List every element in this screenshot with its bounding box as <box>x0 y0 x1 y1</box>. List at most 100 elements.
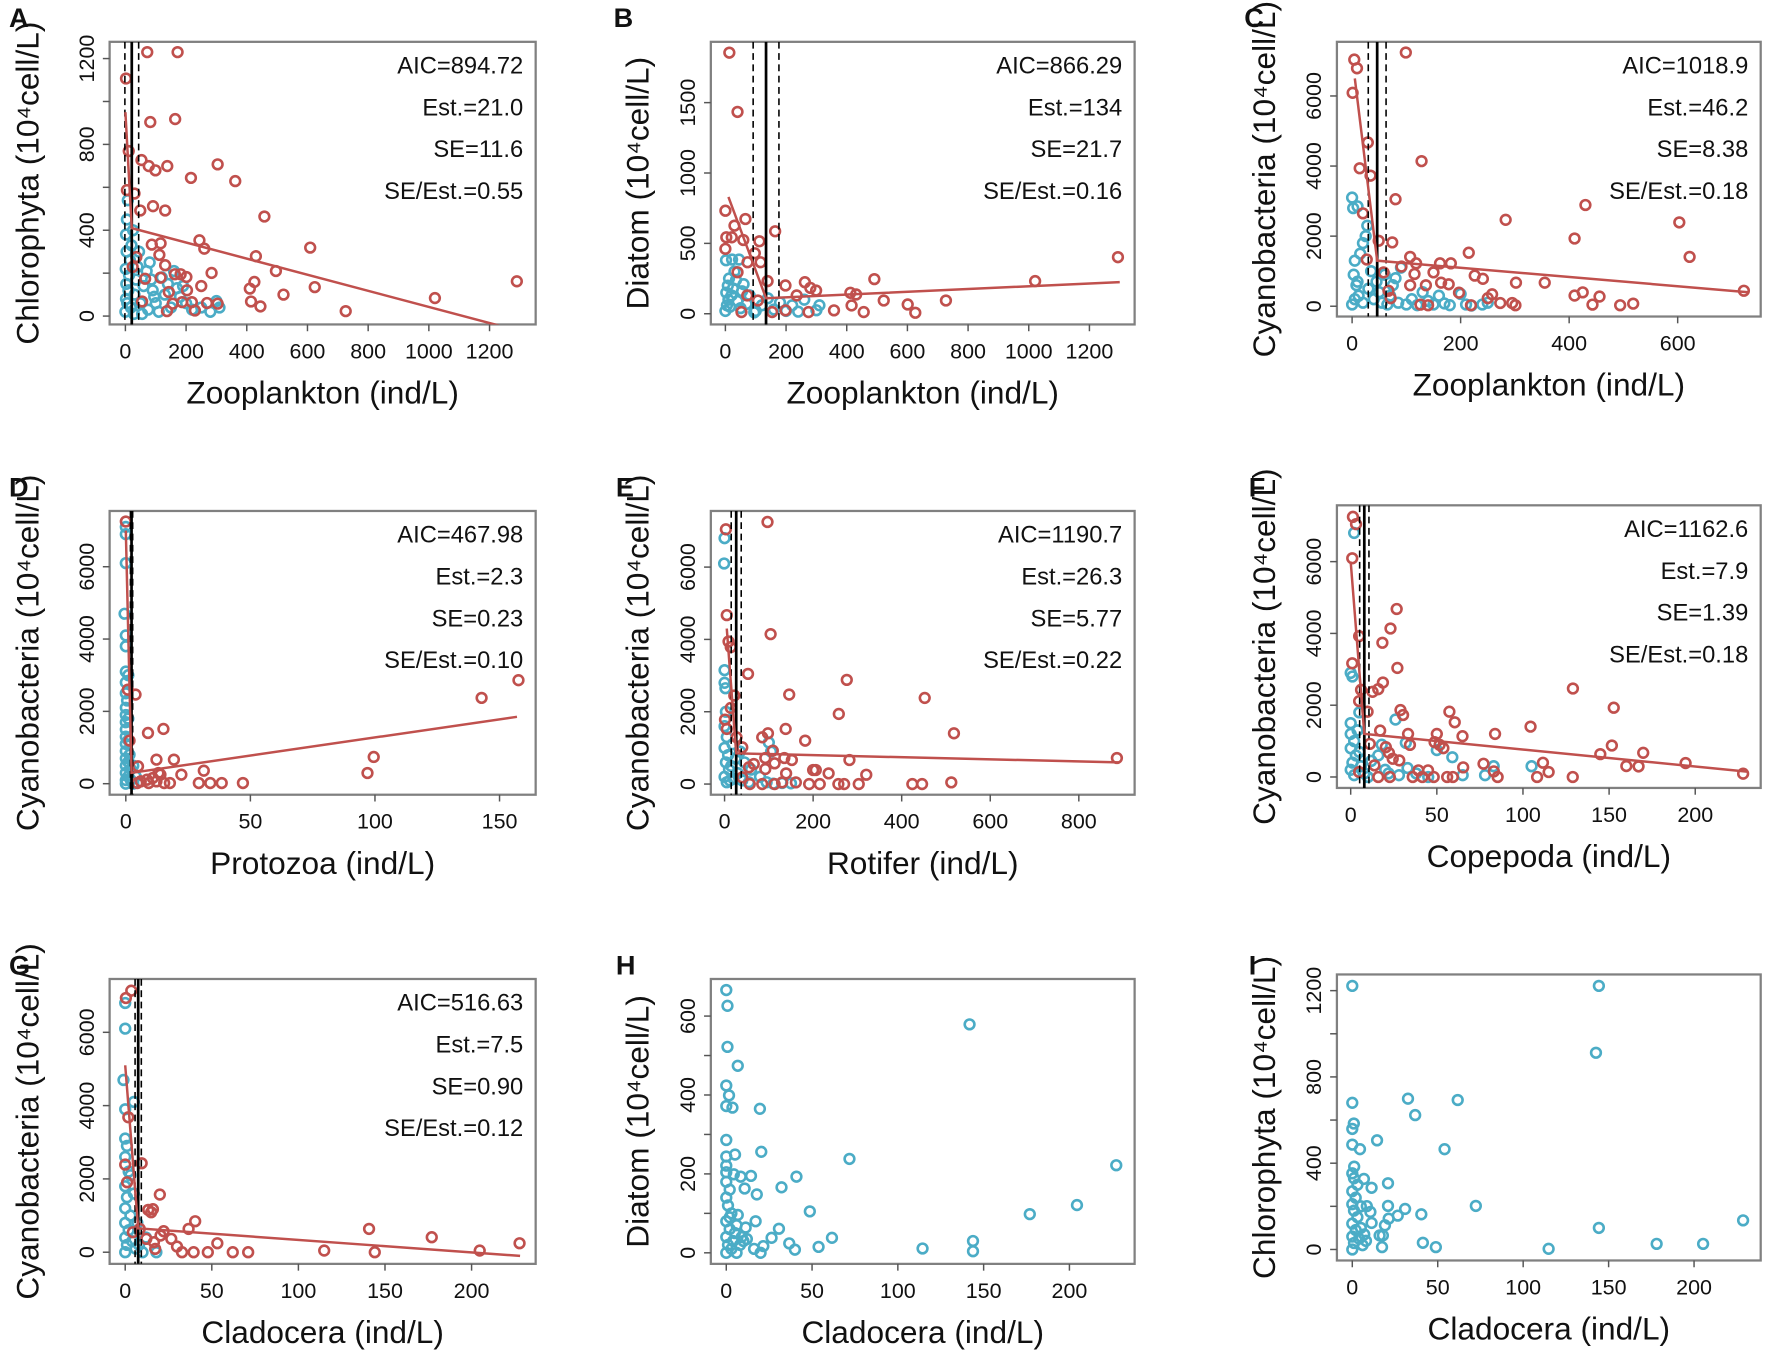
y-tick-label: 0 <box>75 310 99 322</box>
data-point <box>1401 761 1414 775</box>
data-point <box>1111 251 1125 264</box>
data-point <box>119 1022 132 1035</box>
data-point <box>832 707 845 721</box>
data-point <box>735 305 748 319</box>
data-point <box>877 294 890 307</box>
data-point <box>117 1073 130 1087</box>
data-point <box>154 271 167 284</box>
y-tick-label: 2000 <box>676 688 700 736</box>
data-point <box>719 242 732 256</box>
panel-d: D 0 50 100 150 0 2000 4000 6000 Protozoa (ind/L) C… <box>9 471 537 881</box>
x-tick-label: 0 <box>1345 803 1357 827</box>
data-point <box>1443 705 1456 718</box>
data-point <box>1673 216 1686 229</box>
data-point <box>1358 1228 1371 1241</box>
x-tick-label: 400 <box>829 339 865 363</box>
stat-text: Est.=26.3 <box>1021 564 1122 590</box>
stat-text: SE=1.39 <box>1657 601 1749 627</box>
data-point <box>119 72 133 85</box>
y-tick-label: 200 <box>676 1156 700 1192</box>
data-point <box>768 777 781 791</box>
data-point <box>1399 46 1412 59</box>
data-point <box>792 305 805 318</box>
data-point <box>361 766 374 780</box>
data-point <box>753 235 766 248</box>
data-point <box>1594 747 1607 761</box>
data-point <box>1696 1237 1710 1251</box>
data-point <box>146 200 160 213</box>
data-point <box>182 1222 195 1236</box>
data-point <box>1488 727 1502 741</box>
data-point <box>189 1215 202 1228</box>
data-point <box>243 282 256 295</box>
stat-text: SE=0.90 <box>432 1074 524 1100</box>
y-axis-label: Chlorophyta (10⁴cell/L) <box>1246 956 1282 1279</box>
data-point <box>180 270 193 284</box>
y-tick-label: 1500 <box>676 79 700 127</box>
data-point <box>244 295 258 308</box>
data-point <box>1356 207 1370 220</box>
data-point <box>150 753 163 766</box>
data-point <box>1028 274 1042 288</box>
data-point <box>201 1246 214 1259</box>
y-tick-label: 400 <box>1302 1145 1326 1181</box>
data-point <box>753 1102 767 1115</box>
data-point <box>1452 286 1466 299</box>
data-point <box>1398 1202 1412 1216</box>
data-point <box>1393 754 1406 767</box>
x-tick-label: 200 <box>454 1279 490 1303</box>
data-point <box>510 275 524 288</box>
x-tick-label: 100 <box>357 810 393 834</box>
data-point <box>211 158 224 171</box>
x-tick-label: 0 <box>119 1279 131 1303</box>
stat-text: SE=11.6 <box>433 137 523 163</box>
x-tick-label: 50 <box>238 810 262 834</box>
data-point <box>141 303 155 316</box>
x-tick-label: 150 <box>966 1279 1002 1303</box>
data-point <box>1414 298 1427 311</box>
data-point <box>1416 1236 1430 1249</box>
data-point <box>1403 738 1417 751</box>
data-point <box>135 153 148 167</box>
x-tick-label: 200 <box>1677 803 1713 827</box>
data-point <box>1348 293 1361 306</box>
data-point <box>1382 284 1395 297</box>
panel-letter: F <box>1249 471 1266 502</box>
y-tick-label: 4000 <box>75 1082 99 1130</box>
data-point <box>761 515 774 529</box>
data-point <box>175 768 188 781</box>
data-point <box>119 996 132 1010</box>
series-1 <box>119 984 526 1259</box>
fit-line <box>124 112 500 325</box>
data-point <box>215 776 228 790</box>
data-point <box>236 776 250 790</box>
data-point <box>368 1246 381 1259</box>
data-point <box>721 1040 734 1054</box>
data-point <box>802 777 816 791</box>
y-tick-label: 800 <box>75 126 99 162</box>
data-point <box>119 991 133 1005</box>
data-point <box>1491 770 1504 784</box>
y-tick-label: 0 <box>75 1246 99 1258</box>
x-tick-label: 100 <box>1505 1275 1541 1299</box>
x-tick-label: 600 <box>889 339 925 363</box>
data-point <box>1353 162 1366 175</box>
x-tick-label: 1200 <box>1066 339 1114 363</box>
panel-letter: A <box>9 2 29 33</box>
data-point <box>1359 229 1372 243</box>
data-point <box>512 674 525 687</box>
x-tick-label: 0 <box>1346 331 1358 355</box>
data-point <box>149 1242 162 1256</box>
y-tick-label: 2000 <box>75 687 99 735</box>
data-point <box>144 115 157 129</box>
x-tick-label: 50 <box>200 1279 224 1303</box>
y-tick-label: 6000 <box>75 543 99 591</box>
data-point <box>723 774 737 787</box>
data-point <box>153 248 166 262</box>
stat-text: Est.=134 <box>1028 95 1122 121</box>
y-tick-label: 6000 <box>676 543 700 591</box>
panel-letter: I <box>1249 949 1257 980</box>
data-point <box>1363 737 1376 751</box>
data-point <box>1351 275 1364 288</box>
